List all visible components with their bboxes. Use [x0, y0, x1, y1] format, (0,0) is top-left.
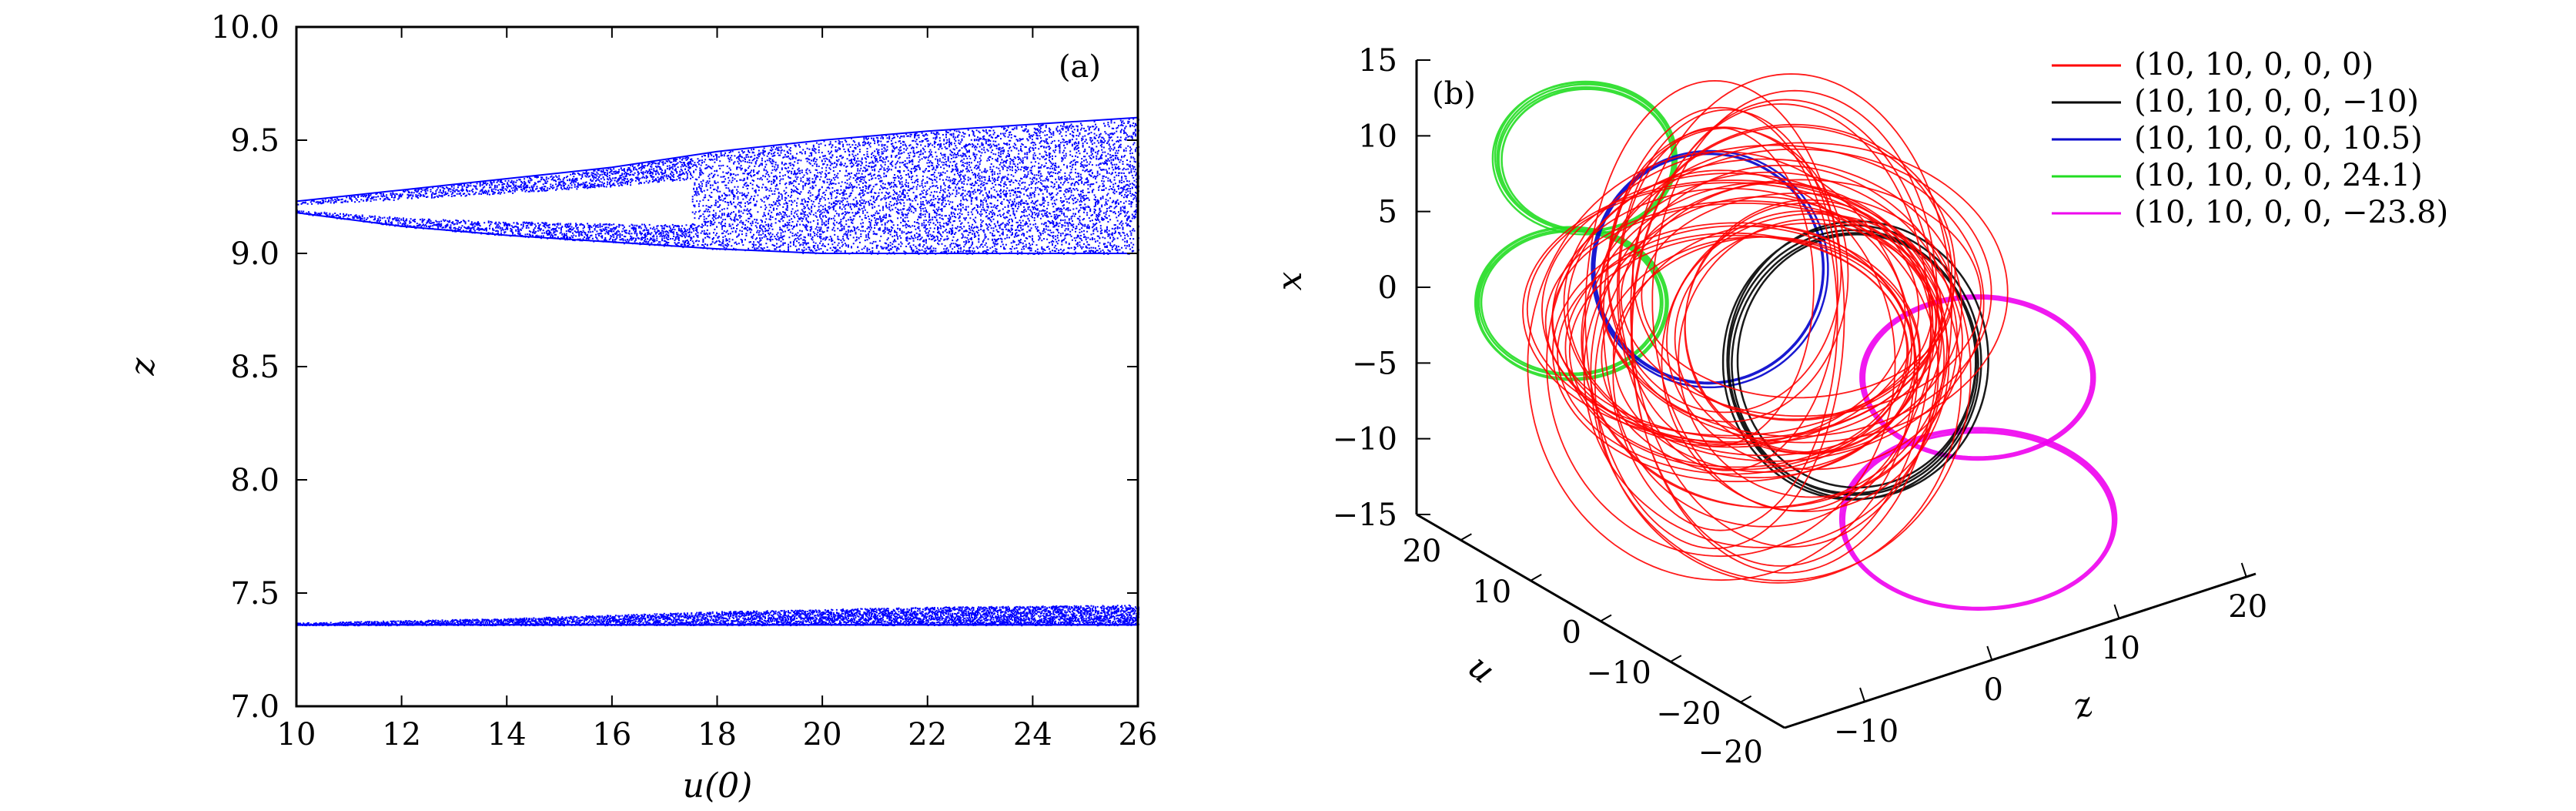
x-tick-label: 10: [277, 717, 316, 752]
u-tick-label: −10: [1586, 655, 1651, 691]
attractor-trajectory: [1661, 209, 1950, 512]
u-tick-mark: [1530, 574, 1542, 581]
attractor-trajectory: [1583, 196, 1939, 548]
corner-tick-label: −20: [1698, 735, 1763, 770]
u-tick-label: −20: [1656, 696, 1721, 732]
legend-entry: (10, 10, 0, 0, 24.1): [2134, 158, 2423, 193]
panel-a-label: (a): [1059, 49, 1101, 85]
attractor-trajectory: [1590, 164, 1972, 584]
y-tick-label: 7.0: [230, 689, 279, 725]
z-tick-label: 10: [2101, 631, 2140, 666]
panel-a: 10 12 14 16 18 20 22 24 26 7.0 7.5 8.0 8.5 9.0 9.5 10.…: [123, 10, 1157, 806]
x-tick-label: 14: [487, 717, 527, 752]
z-tick-label: 20: [2228, 589, 2267, 625]
panel-a-x-axis-label: u(0): [683, 766, 753, 806]
attractor-trajectory: [1522, 179, 1943, 443]
attractor-trajectory: [1620, 179, 1982, 417]
z-tick-label: 0: [1984, 672, 2003, 708]
legend-entry: (10, 10, 0, 0, 0): [2134, 47, 2374, 82]
z-tick-mark: [1859, 687, 1865, 702]
u-tick-mark: [1460, 533, 1472, 541]
panel-b-label: (b): [1432, 76, 1476, 112]
vertical-tick-label: −15: [1333, 498, 1397, 533]
u-tick-label: 10: [1472, 575, 1511, 610]
y-tick-label: 9.0: [230, 236, 279, 272]
legend-entry: (10, 10, 0, 0, 10.5): [2134, 121, 2423, 156]
attractor-trajectory: [1630, 99, 1940, 574]
vertical-axis-ticks: 15 10 5 0 −5 −10 −15: [1333, 43, 1430, 533]
y-tick-label: 8.0: [230, 463, 279, 498]
branch-line: [296, 116, 1139, 203]
attractor-trajectory: [1584, 79, 1845, 550]
u-tick-mark: [1600, 614, 1612, 622]
x-tick-label: 16: [592, 717, 631, 752]
panel-a-y-ticks: 7.0 7.5 8.0 8.5 9.0 9.5 10.0: [211, 10, 1138, 725]
y-tick-label: 8.5: [230, 350, 279, 385]
attractor-trajectory: [1607, 126, 1849, 423]
u-tick-mark: [1740, 695, 1752, 703]
vertical-tick-label: 5: [1378, 195, 1397, 230]
u-tick-mark: [1670, 655, 1682, 662]
legend-entry: (10, 10, 0, 0, −10): [2134, 84, 2419, 119]
u-axis-ticks: 20 10 0−10−20: [1402, 533, 1752, 732]
y-tick-label: 9.5: [230, 123, 279, 159]
z-axis-ticks: −10 0 10 20: [1834, 562, 2267, 749]
legend-entry: (10, 10, 0, 0, −23.8): [2134, 195, 2448, 230]
vertical-tick-label: −5: [1352, 346, 1397, 381]
vertical-tick-label: 15: [1358, 43, 1397, 79]
x-tick-label: 18: [698, 717, 737, 752]
x-tick-label: 12: [382, 717, 421, 752]
x-tick-label: 26: [1119, 717, 1158, 752]
u-tick-label: 20: [1402, 534, 1441, 569]
x-tick-label: 20: [803, 717, 842, 752]
z-tick-mark: [2113, 604, 2120, 619]
panel-a-y-axis-label: z: [123, 357, 162, 377]
bifurcation-points: [296, 116, 1139, 627]
legend: (10, 10, 0, 0, 0)(10, 10, 0, 0, −10)(10,…: [2052, 47, 2448, 230]
branch-line: [296, 212, 1138, 254]
x-tick-label: 24: [1013, 717, 1052, 752]
panel-b-vertical-axis-label: x: [1270, 271, 1310, 290]
vertical-tick-label: 10: [1358, 119, 1397, 154]
panel-a-x-ticks: 10 12 14 16 18 20 22 24 26: [277, 27, 1158, 752]
attractor-trajectory: [1838, 427, 2118, 611]
attractor-trajectory: [1541, 173, 1920, 448]
panel-b-u-axis-label: u: [1460, 647, 1502, 691]
z-axis-line: [1784, 572, 2257, 729]
attractor-trajectory: [1557, 232, 1909, 475]
z-tick-label: −10: [1834, 714, 1899, 749]
y-tick-label: 7.5: [230, 576, 279, 612]
y-tick-label: 10.0: [211, 10, 279, 45]
vertical-tick-label: 0: [1378, 270, 1397, 306]
attractor-trajectory: [1859, 294, 2096, 461]
bifurcation-point-cloud: [296, 118, 1139, 627]
attractor-curves: [1474, 73, 2118, 611]
z-tick-mark: [2240, 562, 2247, 578]
vertical-tick-label: −10: [1333, 422, 1397, 457]
z-tick-mark: [1986, 645, 1993, 661]
attractor-trajectory: [1527, 150, 1915, 581]
u-tick-label: 0: [1562, 615, 1581, 651]
panel-b-z-axis-label: z: [2068, 684, 2099, 727]
attractor-trajectory: [1474, 226, 1669, 381]
attractor-trajectory: [1563, 144, 1985, 462]
attractor-trajectory: [1491, 80, 1678, 236]
x-tick-label: 22: [908, 717, 947, 752]
